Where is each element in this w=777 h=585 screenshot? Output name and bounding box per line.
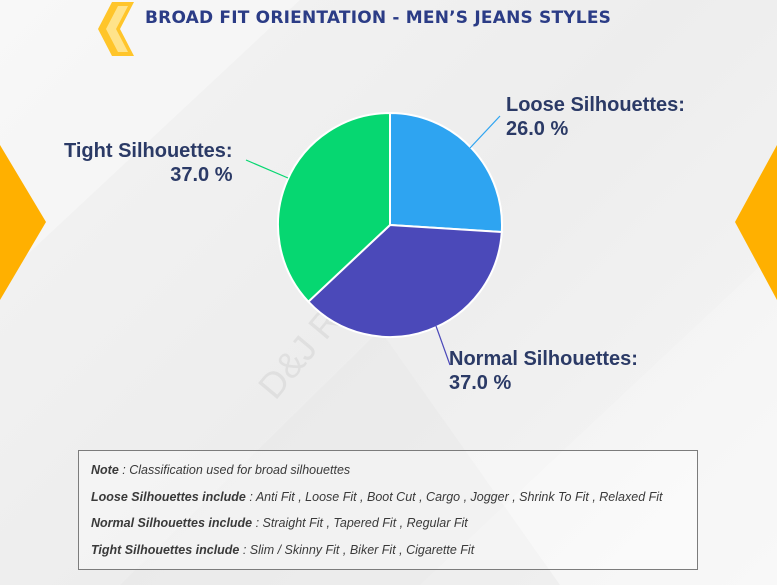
title-chevron-icon — [98, 2, 134, 56]
slice-label-loose: Loose Silhouettes: 26.0 % — [506, 93, 685, 141]
slice-value-loose: 26.0 % — [506, 118, 569, 140]
note-line-1: Note : Classification used for broad sil… — [91, 463, 351, 477]
left-arrow-decoration — [0, 145, 46, 300]
pie-slice-loose — [389, 111, 503, 234]
leader-line-tight — [245, 159, 289, 179]
leader-line-normal — [435, 325, 451, 366]
slice-name-loose: Loose Silhouettes: — [506, 94, 685, 116]
right-arrow-decoration — [735, 145, 777, 300]
slice-name-normal: Normal Silhouettes: — [449, 348, 638, 370]
pie-slice-tight — [277, 111, 391, 304]
leader-line-loose — [469, 115, 501, 149]
note-box: Note : Classification used for broad sil… — [78, 450, 698, 570]
slice-label-normal: Normal Silhouettes: 37.0 % — [449, 347, 638, 395]
note-line-4: Tight Silhouettes include : Slim / Skinn… — [91, 542, 475, 557]
slice-value-tight: 37.0 % — [170, 164, 233, 186]
slice-name-tight: Tight Silhouettes: — [64, 140, 233, 162]
slice-label-tight: Tight Silhouettes: 37.0 % — [64, 139, 233, 187]
chart-title: BROAD FIT ORIENTATION - MEN’S JEANS STYL… — [145, 8, 612, 28]
slice-value-normal: 37.0 % — [449, 372, 512, 394]
note-line-2: Loose Silhouettes include : Anti Fit , L… — [91, 489, 663, 504]
pie-slice-normal — [306, 223, 503, 338]
note-line-3: Normal Silhouettes include : Straight Fi… — [91, 516, 468, 530]
